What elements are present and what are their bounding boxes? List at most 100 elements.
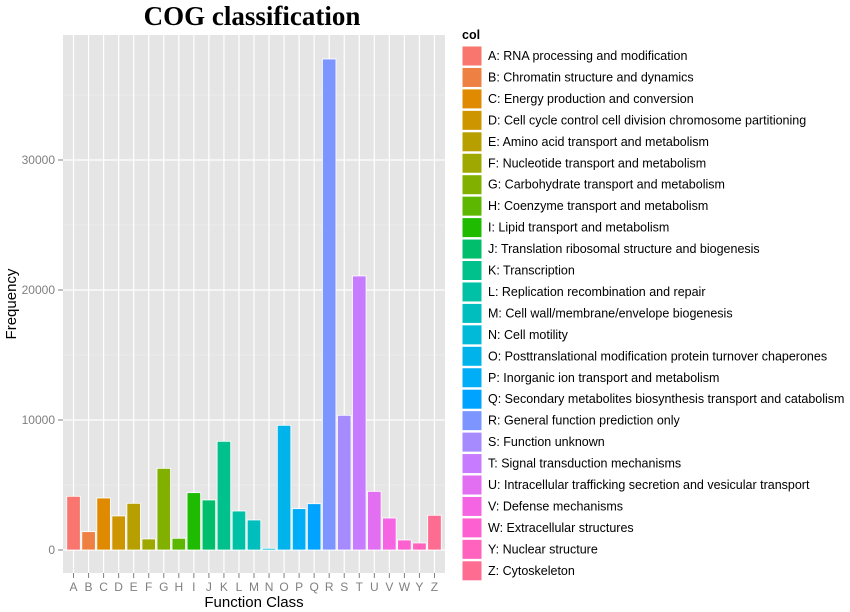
bar-J	[201, 499, 217, 551]
legend-swatch	[461, 517, 483, 539]
bar-U	[367, 490, 382, 551]
y-tick-label: 20000	[22, 283, 56, 297]
legend-label: N: Cell motility	[488, 328, 569, 342]
x-tick-label: L	[236, 580, 243, 594]
legend-label: Z: Cytoskeleton	[488, 564, 575, 578]
legend-label: M: Cell wall/membrane/envelope biogenesi…	[488, 306, 733, 320]
legend-label: R: General function prediction only	[488, 414, 681, 428]
legend-label: A: RNA processing and modification	[488, 49, 687, 63]
legend-label: J: Translation ribosomal structure and b…	[488, 242, 760, 256]
bar-R	[322, 58, 337, 551]
y-axis-label: Frequency	[3, 268, 20, 339]
bar-Z	[427, 514, 442, 551]
x-tick-label: U	[370, 580, 379, 594]
legend-swatch	[461, 560, 483, 582]
bar-M	[246, 519, 262, 551]
legend-swatch	[461, 88, 483, 110]
legend-label: B: Chromatin structure and dynamics	[488, 70, 694, 84]
legend-swatch	[461, 66, 483, 88]
bar-N	[261, 547, 277, 551]
bar-O	[276, 424, 292, 551]
x-tick-label: W	[399, 580, 411, 594]
legend-swatch	[461, 217, 483, 239]
x-tick-label: Y	[415, 580, 423, 594]
bar-K	[216, 440, 232, 551]
legend-label: C: Energy production and conversion	[488, 92, 694, 106]
x-tick-label: F	[145, 580, 152, 594]
y-tick-label: 30000	[22, 153, 56, 167]
legend-swatch	[461, 367, 483, 389]
bar-B	[81, 531, 96, 551]
x-tick-label: E	[130, 580, 138, 594]
legend-label: Q: Secondary metabolites biosynthesis tr…	[488, 392, 844, 406]
x-tick-label: M	[249, 580, 259, 594]
legend-swatch	[461, 238, 483, 260]
legend-label: L: Replication recombination and repair	[488, 285, 706, 299]
legend-swatch	[461, 195, 483, 217]
x-tick-label: Z	[431, 580, 438, 594]
legend-label: S: Function unknown	[488, 435, 605, 449]
legend-label: I: Lipid transport and metabolism	[488, 221, 669, 235]
legend-swatch	[461, 474, 483, 496]
bar-E	[126, 502, 141, 551]
legend-swatch	[461, 324, 483, 346]
x-tick-label: J	[206, 580, 212, 594]
x-tick-label: S	[340, 580, 348, 594]
legend-label: H: Coenzyme transport and metabolism	[488, 199, 708, 213]
legend-label: U: Intracellular trafficking secretion a…	[488, 478, 810, 492]
x-tick-label: H	[174, 580, 183, 594]
x-tick-label: C	[99, 580, 108, 594]
legend-swatch	[461, 152, 483, 174]
bar-H	[171, 537, 186, 551]
legend-swatch	[461, 410, 483, 432]
legend-label: P: Inorganic ion transport and metabolis…	[488, 371, 719, 385]
legend-label: Y: Nuclear structure	[488, 542, 598, 556]
legend-title: col	[462, 28, 480, 42]
bar-G	[156, 467, 171, 551]
legend-swatch	[461, 453, 483, 475]
bar-L	[231, 510, 247, 551]
x-tick-label: Q	[309, 580, 318, 594]
x-tick-label: G	[159, 580, 168, 594]
x-tick-label: K	[220, 580, 228, 594]
legend-label: D: Cell cycle control cell division chro…	[488, 113, 806, 127]
legend-swatch	[461, 131, 483, 153]
x-tick-label: N	[265, 580, 274, 594]
x-tick-label: P	[295, 580, 303, 594]
bar-D	[111, 515, 126, 551]
legend-swatch	[461, 302, 483, 324]
legend-swatch	[461, 281, 483, 303]
x-tick-label: O	[279, 580, 288, 594]
bar-V	[382, 517, 397, 551]
legend-label: T: Signal transduction mechanisms	[488, 457, 681, 471]
legend-swatch	[461, 174, 483, 196]
legend-swatch	[461, 538, 483, 560]
x-tick-label: V	[385, 580, 393, 594]
y-tick-label: 0	[48, 543, 55, 557]
legend-swatch	[461, 45, 483, 67]
x-axis-label: Function Class	[204, 594, 303, 611]
bar-C	[96, 497, 111, 551]
legend-label: K: Transcription	[488, 264, 575, 278]
x-tick-label: I	[192, 580, 195, 594]
x-tick-label: T	[356, 580, 364, 594]
y-tick-label: 10000	[22, 413, 56, 427]
legend-swatch	[461, 345, 483, 367]
x-tick-label: D	[114, 580, 123, 594]
bar-S	[337, 414, 352, 551]
legend-swatch	[461, 260, 483, 281]
bar-P	[291, 508, 307, 551]
legend-label: F: Nucleotide transport and metabolism	[488, 156, 706, 170]
legend-label: V: Defense mechanisms	[488, 499, 623, 513]
bar-Y	[412, 542, 427, 551]
bar-I	[186, 492, 202, 551]
x-tick-label: A	[70, 580, 78, 594]
bar-Q	[306, 503, 322, 551]
legend-label: W: Extracellular structures	[488, 521, 634, 535]
bar-F	[141, 538, 156, 551]
legend-swatch	[461, 109, 483, 131]
legend-swatch	[461, 495, 483, 517]
bar-T	[352, 275, 367, 551]
legend-label: G: Carbohydrate transport and metabolism	[488, 178, 725, 192]
